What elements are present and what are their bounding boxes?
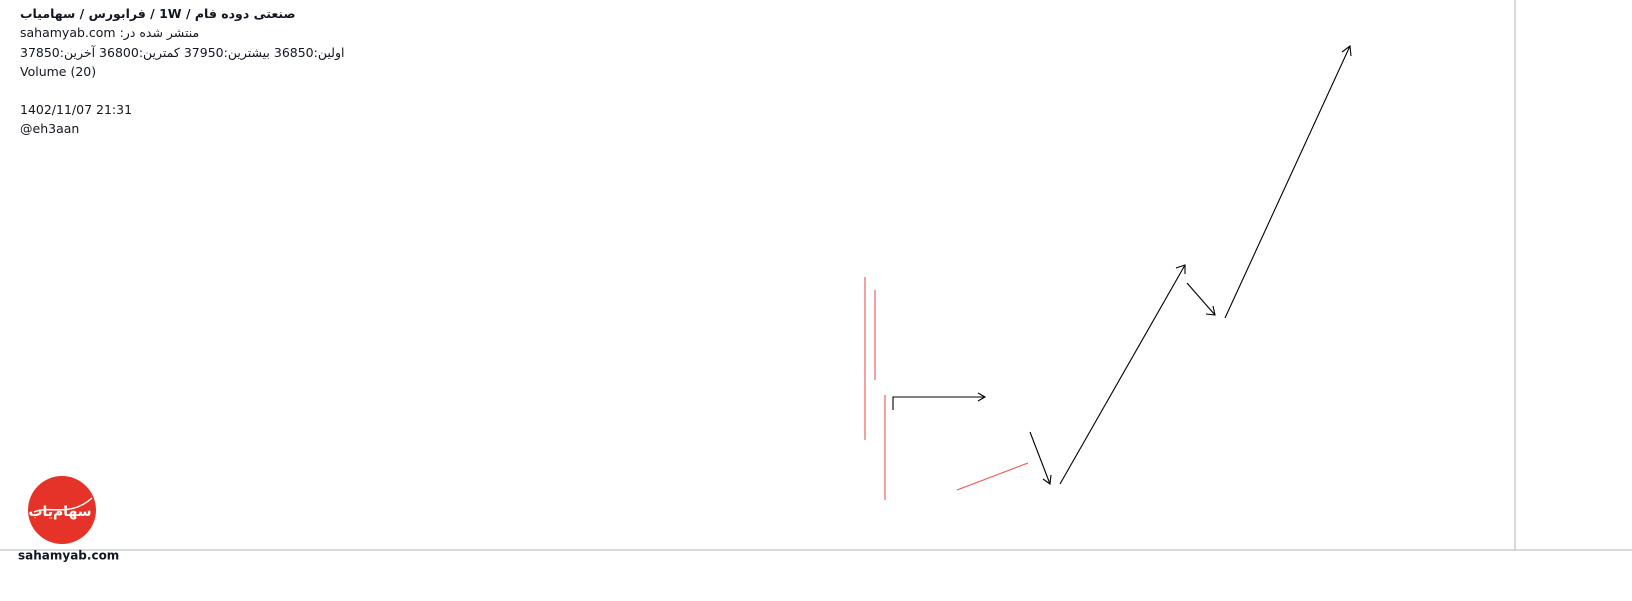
- ohlc: اولین:36850 بیشترین:37950 کمترین:36800 آ…: [20, 45, 345, 60]
- arrow-head: [1042, 474, 1052, 485]
- arrow-line: [1224, 45, 1351, 319]
- datetime: 1402/11/07 21:31: [20, 102, 133, 117]
- published: منتشر شده در: sahamyab.com: [20, 25, 200, 40]
- arrow-line: [892, 396, 985, 410]
- arrow-head: [1175, 264, 1186, 274]
- arrow-head: [1341, 44, 1352, 57]
- site-name: sahamyab.com: [18, 549, 119, 563]
- logo-text: سهام‌یاب: [28, 504, 91, 520]
- arrow-line: [1029, 431, 1051, 485]
- logo-swoosh: [33, 497, 93, 513]
- author: @eh3aan: [20, 121, 80, 136]
- trend-line: [956, 462, 1029, 491]
- arrow-line: [1059, 264, 1186, 485]
- arrow-head: [1205, 305, 1216, 316]
- arrow-head: [977, 392, 987, 402]
- volume-label: Volume (20): [20, 64, 97, 79]
- arrow-line: [1186, 282, 1216, 316]
- drawings: [864, 44, 1352, 500]
- title: صنعتی دوده فام / 1W / فرابورس / سهامیاب: [20, 6, 296, 21]
